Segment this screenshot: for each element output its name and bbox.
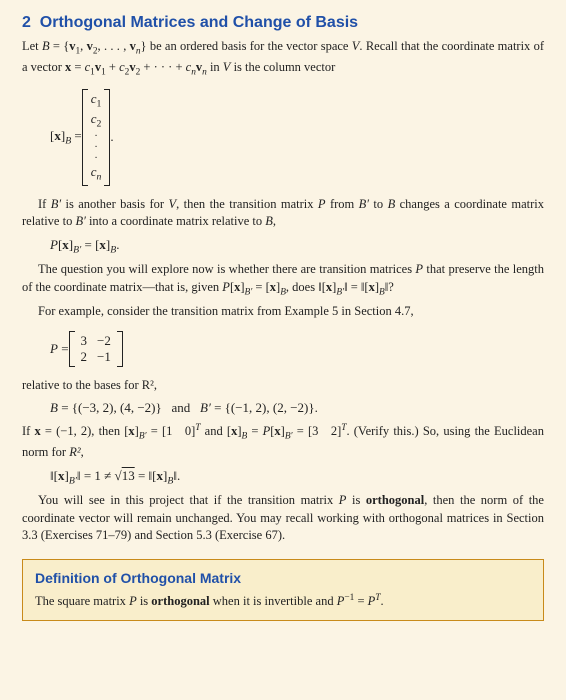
basis-set: B — [42, 39, 50, 53]
paragraph-7: You will see in this project that if the… — [22, 492, 544, 545]
paragraph-1: Let B = {v1, v2, . . . , vn} be an order… — [22, 38, 544, 79]
eq-bases: B = {(−3, 2), (4, −2)} and B′ = {(−1, 2)… — [50, 400, 544, 416]
column-vector: c1 c2 ··· cn — [88, 89, 105, 185]
page: 2 Orthogonal Matrices and Change of Basi… — [0, 0, 566, 641]
paragraph-3: The question you will explore now is whe… — [22, 261, 544, 299]
paragraph-4: For example, consider the transition mat… — [22, 303, 544, 321]
section-title-text: Orthogonal Matrices and Change of Basis — [40, 14, 358, 31]
coord-matrix-eq: [x]B = c1 c2 ··· cn . — [50, 89, 544, 185]
definition-body: The square matrix P is orthogonal when i… — [35, 592, 531, 611]
definition-title: Definition of Orthogonal Matrix — [35, 570, 531, 586]
paragraph-6: If x = (−1, 2), then [x]B′ = [1 0]T and … — [22, 422, 544, 461]
paragraph-5: relative to the bases for R², — [22, 377, 544, 395]
eq-norm-neq: ‖[x]B′‖ = 1 ≠ √13 = ‖[x]B‖. — [50, 468, 544, 487]
section-number: 2 — [22, 14, 31, 31]
definition-box: Definition of Orthogonal Matrix The squa… — [22, 559, 544, 622]
p-matrix: P = 3−2 2−1 — [50, 331, 544, 367]
eq-transition: P[x]B′ = [x]B. — [50, 237, 544, 256]
paragraph-2: If B′ is another basis for V, then the t… — [22, 196, 544, 231]
section-heading: 2 Orthogonal Matrices and Change of Basi… — [22, 14, 544, 32]
